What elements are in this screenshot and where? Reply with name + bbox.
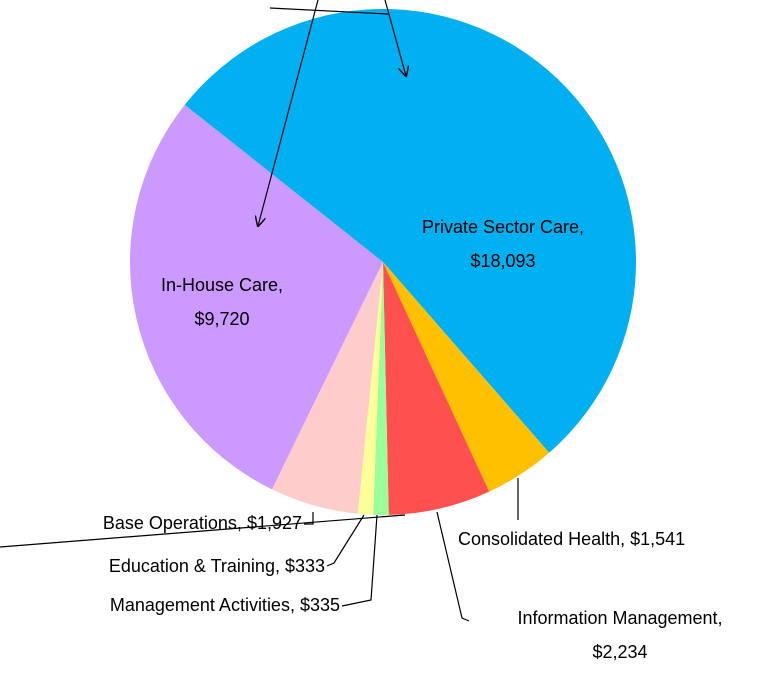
annotation-line <box>0 514 406 548</box>
value-label: $335 <box>300 595 340 615</box>
category-label: Education & Training, <box>109 556 280 576</box>
category-label: Private Sector Care, <box>422 217 584 237</box>
pie <box>130 8 636 516</box>
category-label: Base Operations, <box>103 513 242 533</box>
pie-slice <box>383 262 550 492</box>
value-label: $9,720 <box>194 309 249 329</box>
value-label: $18,093 <box>470 251 535 271</box>
category-label: Consolidated Health, <box>458 529 625 549</box>
data-label: Management Activities, $335 <box>110 595 340 615</box>
pie-slice <box>383 262 490 515</box>
annotation-arrow <box>258 0 319 226</box>
leader-line <box>326 514 365 567</box>
leader-line <box>436 511 470 622</box>
annotation-arrow <box>384 0 406 76</box>
category-label: Information Management, <box>517 608 722 628</box>
pie-slice <box>184 8 636 453</box>
data-label: Education & Training, $333 <box>109 556 325 576</box>
value-label: $1,927 <box>247 513 302 533</box>
pie-slice <box>130 104 383 490</box>
pie-slice <box>357 262 383 515</box>
pie-slice <box>373 262 389 516</box>
category-label: Management Activities, <box>110 595 295 615</box>
data-label: Private Sector Care, $18,093 <box>422 217 584 271</box>
value-label: $2,234 <box>592 642 647 662</box>
data-label: Base Operations, $1,927 <box>103 513 302 533</box>
data-label: Information Management, $2,234 <box>517 608 722 662</box>
category-label: In-House Care, <box>161 275 283 295</box>
leader-lines <box>304 478 519 622</box>
annotation-arrows <box>0 0 406 548</box>
data-label: Consolidated Health, $1,541 <box>458 529 685 549</box>
leader-line <box>341 514 378 607</box>
data-label: In-House Care, $9,720 <box>161 275 283 329</box>
leader-line <box>304 512 314 525</box>
pie-slice <box>271 262 383 514</box>
value-label: $333 <box>285 556 325 576</box>
value-label: $1,541 <box>630 529 685 549</box>
annotation-line <box>269 7 389 15</box>
